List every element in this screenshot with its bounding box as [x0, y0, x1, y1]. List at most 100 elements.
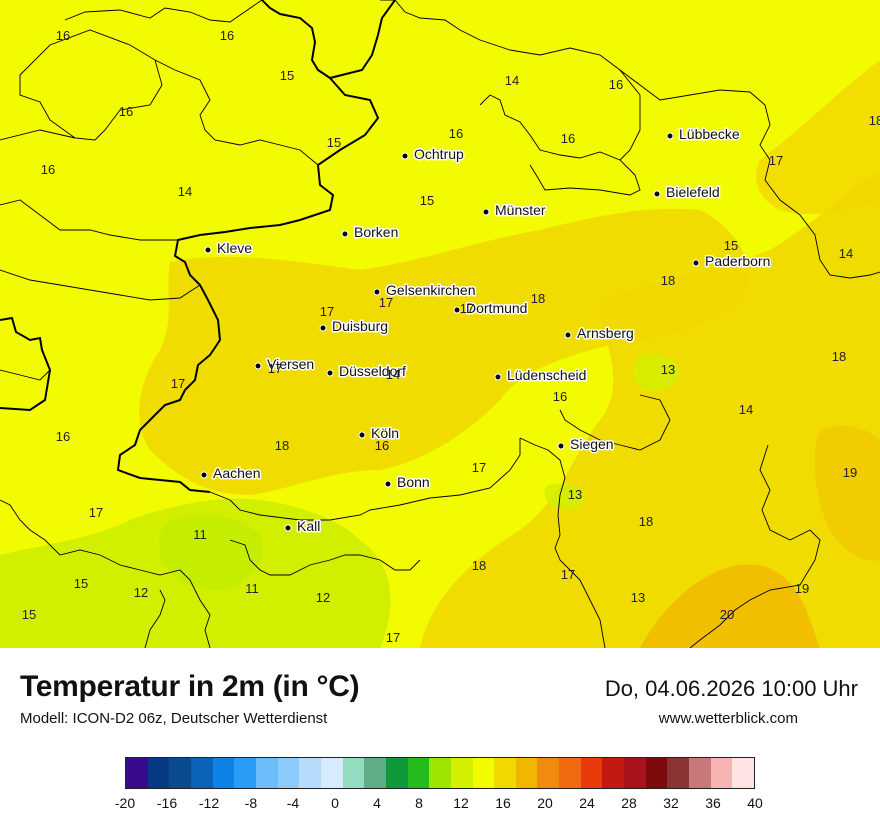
temp-value: 18 [639, 514, 653, 529]
legend-swatch [126, 758, 148, 788]
legend-swatch [234, 758, 256, 788]
cool-region-sauerland [633, 353, 680, 392]
city-dot [557, 442, 565, 450]
city-label: Kall [297, 518, 320, 534]
legend-swatch [342, 758, 365, 788]
legend-swatch [190, 758, 213, 788]
temp-value: 18 [832, 349, 846, 364]
model-source: Modell: ICON-D2 06z, Deutscher Wetterdie… [20, 710, 328, 727]
temp-value: 17 [386, 630, 400, 645]
legend-tick-label: 12 [453, 795, 469, 811]
city-dot [453, 306, 461, 314]
temp-value: 14 [739, 402, 753, 417]
temp-value: 14 [839, 246, 853, 261]
legend-swatch [169, 758, 191, 788]
temp-value: 14 [386, 367, 400, 382]
legend-tick-label: -4 [286, 795, 300, 811]
temp-value: 13 [568, 487, 582, 502]
legend-tick-label: 20 [537, 795, 553, 811]
temp-value: 15 [420, 193, 434, 208]
city-label: Duisburg [332, 318, 388, 334]
temp-value: 18 [472, 558, 486, 573]
temp-value: 17 [379, 295, 393, 310]
legend-swatch [364, 758, 386, 788]
legend-swatch [689, 758, 711, 788]
city-dot [200, 471, 208, 479]
legend-tick-label: -16 [156, 795, 178, 811]
temp-value: 18 [869, 113, 880, 128]
temp-value: 16 [449, 126, 463, 141]
temp-value: 15 [724, 238, 738, 253]
temp-value: 17 [320, 304, 334, 319]
legend-tick-label: -20 [114, 795, 136, 811]
city-label: Dortmund [466, 300, 527, 316]
city-label: Münster [495, 202, 546, 218]
legend-swatch [580, 758, 603, 788]
temp-value: 18 [531, 291, 545, 306]
legend-swatch [645, 758, 668, 788]
legend-swatch [494, 758, 516, 788]
warm-region-southeast [420, 170, 880, 648]
temp-value: 19 [843, 465, 857, 480]
city-label: Gelsenkirchen [386, 282, 476, 298]
temperature-values: 16 16 15 14 16 16 18 15 16 16 16 17 14 1… [22, 28, 880, 645]
legend-tick-label: 28 [621, 795, 637, 811]
legend-swatch [385, 758, 408, 788]
temp-value: 16 [375, 438, 389, 453]
city-dot [401, 152, 409, 160]
legend-tick-label: 40 [747, 795, 763, 811]
legend-swatch [407, 758, 430, 788]
legend-swatch [602, 758, 625, 788]
city-label: Köln [371, 425, 399, 441]
legend-swatch [429, 758, 451, 788]
temp-value: 19 [795, 581, 809, 596]
temp-value: 12 [316, 590, 330, 605]
temp-value: 17 [472, 460, 486, 475]
temp-value: 16 [609, 77, 623, 92]
city-label: Bonn [397, 474, 430, 490]
temp-value: 18 [661, 273, 675, 288]
temp-value: 12 [134, 585, 148, 600]
city-dot [358, 431, 366, 439]
city-label: Kleve [217, 240, 252, 256]
legend-tick-label: 36 [705, 795, 721, 811]
legend-tick-label: -8 [244, 795, 258, 811]
city-dot [341, 230, 349, 238]
region-border [0, 0, 880, 648]
temp-value: 16 [553, 389, 567, 404]
temp-value: 16 [561, 131, 575, 146]
city-labels: Ochtrup Lübbecke Bielefeld Münster Borke… [212, 125, 772, 536]
city-dot [653, 190, 661, 198]
website-link[interactable]: www.wetterblick.com [658, 710, 798, 727]
city-label: Aachen [213, 465, 260, 481]
city-label: Lübbecke [679, 126, 740, 142]
legend-labels: -20 -16 -12 -8 -4 0 4 8 12 16 20 24 28 32 36 40 [0, 795, 880, 815]
legend-swatch [450, 758, 473, 788]
temp-value: 16 [119, 104, 133, 119]
city-label: Lüdenscheid [507, 367, 586, 383]
city-label: Siegen [570, 436, 614, 452]
temp-value: 17 [561, 567, 575, 582]
city-dot [494, 373, 502, 381]
city-dot [254, 362, 262, 370]
temp-value: 13 [631, 590, 645, 605]
city-label: Arnsberg [577, 325, 634, 341]
temp-value: 13 [661, 362, 675, 377]
temp-value: 20 [720, 607, 734, 622]
legend-tick-label: 32 [663, 795, 679, 811]
temp-value: 17 [89, 505, 103, 520]
legend-swatch [212, 758, 235, 788]
city-label: Düsseldorf [339, 363, 406, 379]
city-dot [284, 524, 292, 532]
legend-swatch [320, 758, 343, 788]
temp-value: 15 [327, 135, 341, 150]
city-label: Paderborn [705, 253, 770, 269]
city-markers [200, 132, 700, 532]
temp-value: 17 [460, 301, 474, 316]
legend-swatch [710, 758, 733, 788]
hot-region-south [640, 564, 820, 648]
city-dot [384, 480, 392, 488]
legend-swatch [732, 758, 755, 788]
temp-value: 17 [171, 376, 185, 391]
temp-value: 15 [22, 607, 36, 622]
